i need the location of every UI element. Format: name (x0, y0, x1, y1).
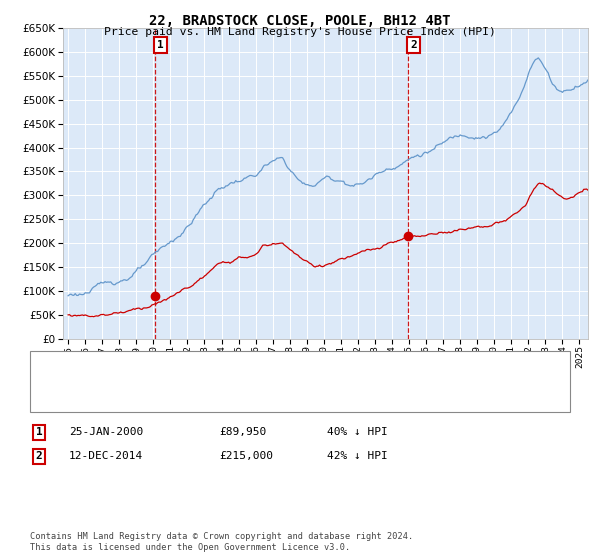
Text: 25-JAN-2000: 25-JAN-2000 (69, 427, 143, 437)
Text: 2: 2 (410, 40, 417, 50)
Text: 1: 1 (35, 427, 43, 437)
Text: 22, BRADSTOCK CLOSE, POOLE, BH12 4BT: 22, BRADSTOCK CLOSE, POOLE, BH12 4BT (149, 14, 451, 28)
Text: 22, BRADSTOCK CLOSE, POOLE, BH12 4BT (detached house): 22, BRADSTOCK CLOSE, POOLE, BH12 4BT (de… (105, 362, 436, 372)
Text: 1: 1 (157, 40, 164, 50)
Text: 42% ↓ HPI: 42% ↓ HPI (327, 451, 388, 461)
Text: 2: 2 (35, 451, 43, 461)
Text: ─────: ───── (45, 388, 83, 402)
Text: HPI: Average price, detached house, Bournemouth Christchurch and Poole: HPI: Average price, detached house, Bour… (105, 390, 542, 400)
Text: 12-DEC-2014: 12-DEC-2014 (69, 451, 143, 461)
Text: Price paid vs. HM Land Registry's House Price Index (HPI): Price paid vs. HM Land Registry's House … (104, 27, 496, 37)
Text: £215,000: £215,000 (219, 451, 273, 461)
Text: 40% ↓ HPI: 40% ↓ HPI (327, 427, 388, 437)
Text: ─────: ───── (45, 360, 83, 374)
Text: £89,950: £89,950 (219, 427, 266, 437)
Text: Contains HM Land Registry data © Crown copyright and database right 2024.
This d: Contains HM Land Registry data © Crown c… (30, 532, 413, 552)
